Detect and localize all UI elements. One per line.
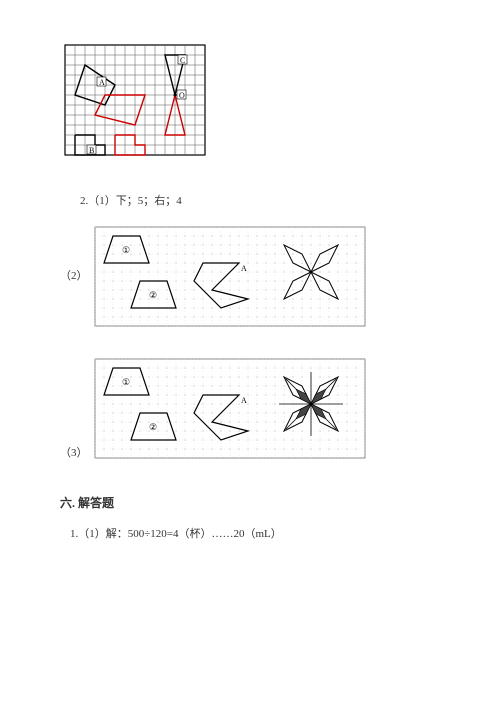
figure-1: A B C O (60, 40, 440, 170)
label-a-2: A (241, 264, 247, 273)
figure-3-svg: ① ② A (90, 354, 380, 464)
figure-1-svg: A B C O (60, 40, 220, 170)
point-o (174, 94, 177, 97)
label-a: A (99, 78, 105, 87)
label-circ-2b: ② (149, 422, 157, 432)
label-paren-2: （2） (60, 267, 88, 283)
flower-filled (279, 372, 343, 436)
label-circ-2: ② (149, 290, 157, 300)
figure-2: （2） ① ② A (90, 222, 440, 332)
label-circ-1: ① (122, 245, 130, 255)
label-a-3: A (241, 396, 247, 405)
label-o: O (179, 91, 185, 100)
section-6-title: 六. 解答题 (60, 494, 440, 511)
label-c: C (180, 56, 185, 65)
answer-2-1: 2.（1）下；5；右；4 (80, 192, 440, 208)
label-paren-3: （3） (60, 444, 88, 460)
figure-3: （3） ① ② A (90, 354, 440, 464)
label-circ-1b: ① (122, 377, 130, 387)
label-b: B (89, 146, 94, 155)
figure-2-svg: ① ② A (90, 222, 380, 332)
answer-6-1: 1.（1）解：500÷120=4（杯）……20（mL） (70, 525, 440, 541)
